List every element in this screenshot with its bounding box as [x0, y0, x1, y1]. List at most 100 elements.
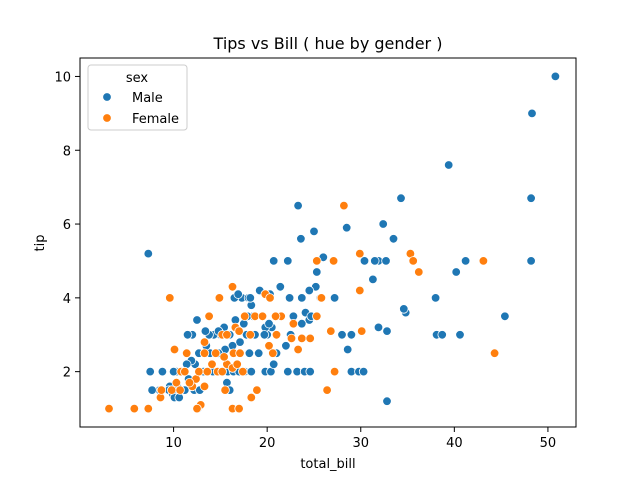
x-tick-label: 50 — [540, 436, 557, 451]
data-point-female — [238, 366, 248, 377]
data-point-male — [147, 385, 157, 395]
data-point-female — [219, 352, 229, 362]
data-point-female — [234, 403, 244, 414]
data-point-male — [304, 285, 315, 296]
data-point-female — [210, 348, 221, 358]
data-point-female — [220, 385, 230, 395]
data-point-female — [227, 282, 238, 292]
data-point-male — [297, 293, 307, 303]
data-point-male — [283, 366, 293, 377]
data-point-female — [217, 366, 227, 377]
data-point-male — [192, 315, 202, 325]
data-point-male — [259, 330, 270, 340]
plot-frame — [79, 57, 577, 428]
data-point-male — [500, 311, 510, 322]
data-point-male — [368, 274, 378, 285]
data-point-female — [312, 256, 322, 266]
data-point-female — [257, 311, 268, 322]
data-point-male — [359, 256, 370, 266]
data-point-male — [526, 193, 536, 203]
axes-layer: 10 20 30 40 50 2 4 6 8 10 — [54, 57, 577, 451]
x-tick-label: 30 — [352, 436, 369, 451]
data-point-male — [329, 293, 340, 303]
legend-marker-male — [102, 92, 112, 102]
data-point-female — [180, 366, 190, 377]
legend-box — [87, 64, 188, 131]
data-point-male — [399, 304, 409, 314]
y-tick-label: 2 — [63, 366, 71, 381]
y-tick-label: 4 — [63, 292, 71, 307]
data-point-female — [270, 311, 281, 322]
data-point-female — [312, 311, 322, 322]
data-point-female — [199, 381, 210, 392]
data-point-female — [328, 256, 339, 266]
data-point-male — [527, 108, 537, 119]
data-point-male — [381, 256, 391, 266]
data-point-female — [143, 403, 154, 414]
data-point-male — [396, 193, 406, 203]
data-point-male — [305, 366, 315, 377]
data-point-female — [288, 319, 299, 329]
data-point-male — [309, 226, 319, 237]
data-point-male — [388, 234, 399, 244]
data-point-male — [157, 366, 168, 377]
data-point-female — [104, 403, 114, 414]
data-point-female — [264, 341, 274, 351]
x-axis-label: total_bill — [300, 457, 355, 472]
data-point-female — [316, 293, 327, 303]
data-point-male — [346, 330, 357, 340]
x-tick-label: 20 — [259, 436, 276, 451]
data-point-male — [312, 267, 322, 277]
data-point-female — [214, 293, 225, 303]
data-point-female — [297, 333, 307, 344]
data-point-female — [355, 248, 365, 259]
data-point-female — [245, 330, 256, 340]
data-point-male — [145, 366, 155, 377]
data-point-male — [182, 330, 193, 340]
data-point-female — [252, 385, 262, 395]
data-point-female — [268, 348, 278, 358]
data-point-female — [293, 344, 303, 355]
data-point-male — [284, 293, 295, 303]
legend-label-female: Female — [132, 112, 179, 127]
data-point-male — [269, 256, 279, 266]
data-point-male — [343, 344, 353, 355]
data-point-female — [199, 337, 210, 347]
legend: sex Male Female — [87, 64, 188, 131]
data-point-male — [293, 200, 303, 211]
data-point-female — [414, 267, 424, 277]
data-point-male — [254, 348, 264, 358]
data-point-male — [526, 256, 536, 266]
legend-marker-female — [102, 113, 112, 123]
data-point-male — [382, 396, 392, 406]
data-point-male — [245, 293, 256, 303]
data-point-female — [222, 330, 232, 340]
data-point-female — [232, 359, 242, 370]
data-point-male — [281, 341, 291, 351]
data-point-male — [370, 256, 380, 266]
data-point-male — [275, 282, 286, 292]
data-point-male — [233, 289, 243, 299]
data-point-male — [143, 248, 154, 259]
data-point-male — [455, 330, 465, 340]
data-point-female — [171, 378, 182, 388]
data-point-male — [550, 71, 561, 82]
data-point-female — [129, 403, 140, 414]
legend-title: sex — [126, 71, 149, 86]
data-point-female — [239, 311, 250, 322]
data-point-male — [283, 256, 293, 266]
data-point-female — [181, 348, 192, 358]
data-point-male — [269, 359, 279, 370]
data-point-male — [444, 160, 454, 170]
y-tick-label: 6 — [63, 218, 71, 233]
data-point-female — [489, 348, 500, 358]
data-point-male — [244, 348, 255, 358]
data-point-female — [169, 344, 180, 355]
points-layer — [104, 71, 561, 414]
data-point-male — [437, 330, 447, 340]
data-point-female — [156, 385, 167, 395]
x-tick-label: 40 — [446, 436, 463, 451]
data-point-male — [264, 319, 274, 329]
data-point-male — [373, 322, 384, 333]
